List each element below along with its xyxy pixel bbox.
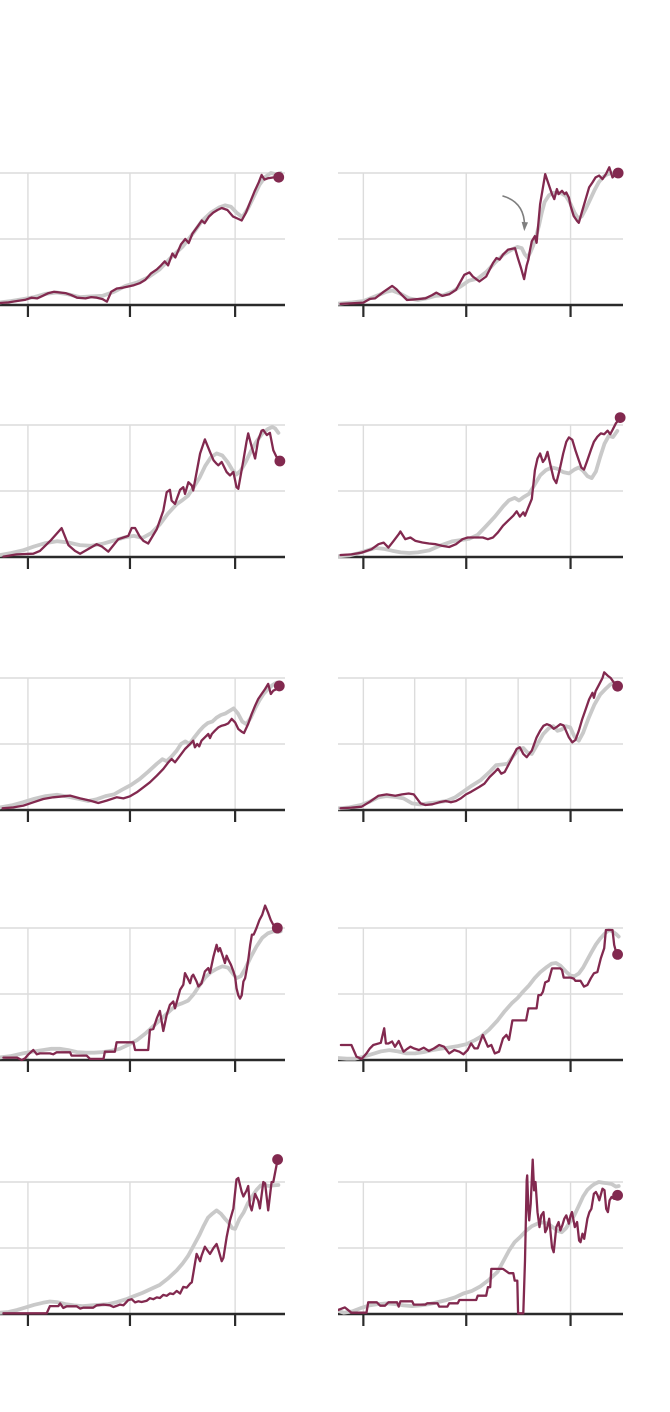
end-dot	[612, 949, 623, 960]
annotation-arrow	[502, 195, 526, 230]
chart-r3-right-plot	[338, 671, 623, 822]
end-dot	[612, 680, 623, 692]
chart-r3-left-plot	[0, 677, 285, 822]
end-dot	[273, 171, 285, 183]
highlight-line	[339, 671, 618, 810]
chart-r1-right	[338, 130, 628, 320]
chart-r2-right-plot	[338, 412, 626, 569]
chart-r3-left	[0, 635, 290, 825]
highlight-line	[0, 173, 280, 305]
chart-r4-right-plot	[338, 927, 623, 1072]
chart-r1-left-plot	[0, 171, 285, 317]
chart-r5-right-plot	[338, 1158, 623, 1326]
chart-r5-left	[0, 1139, 290, 1329]
chart-r5-right	[338, 1139, 628, 1329]
highlight-line	[1, 682, 278, 810]
highlight-line	[2, 1158, 279, 1315]
chart-r1-left	[0, 130, 290, 320]
highlight-line	[2, 904, 279, 1062]
benchmark-line	[338, 680, 621, 811]
end-dot	[271, 922, 283, 934]
end-dot	[614, 412, 626, 424]
benchmark-line	[338, 429, 620, 559]
end-dot	[272, 1154, 283, 1165]
end-dot	[612, 1189, 623, 1201]
chart-r4-right	[338, 885, 628, 1075]
highlight-line	[339, 418, 621, 557]
chart-r2-left	[0, 382, 290, 572]
chart-r2-right	[338, 382, 628, 572]
chart-r4-left	[0, 885, 290, 1075]
end-dot	[273, 680, 285, 692]
chart-r3-right	[338, 635, 628, 825]
highlight-line	[339, 166, 620, 306]
benchmark-line	[0, 1183, 281, 1315]
chart-r4-left-plot	[0, 904, 285, 1072]
chart-r1-right-plot	[338, 166, 624, 317]
highlight-line	[339, 928, 618, 1061]
chart-r2-left-plot	[0, 424, 286, 569]
end-dot	[612, 167, 624, 179]
benchmark-line	[0, 425, 281, 557]
end-dot	[274, 455, 286, 467]
highlight-line	[2, 428, 280, 558]
highlight-line	[338, 1158, 616, 1315]
annotation-arrowhead	[521, 221, 529, 232]
chart-r5-left-plot	[0, 1154, 285, 1326]
benchmark-line	[338, 928, 621, 1061]
